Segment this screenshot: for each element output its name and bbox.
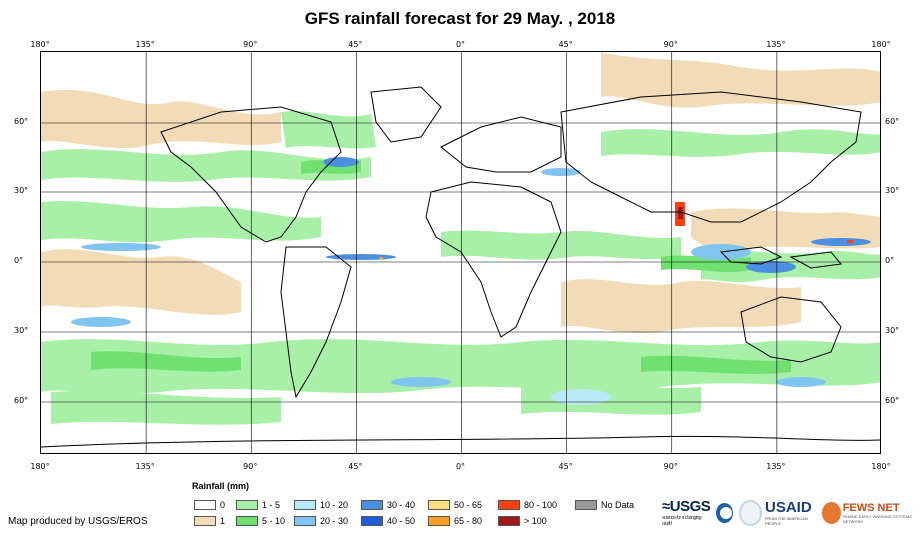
legend-label: 5 - 10: [262, 516, 286, 526]
legend-item: 10 - 20: [294, 500, 348, 510]
lat-tick-label: 30°: [885, 326, 900, 335]
lat-tick-label: 60°: [14, 117, 29, 126]
legend-label: 65 - 80: [454, 516, 483, 526]
legend-label: 1 - 5: [262, 500, 281, 510]
lon-tick-label: 135°: [766, 462, 786, 471]
legend-item: 20 - 30: [294, 516, 348, 526]
lon-tick-label: 135°: [135, 462, 155, 471]
rainfall-map[interactable]: [40, 51, 881, 454]
credit-text: Map produced by USGS/EROS: [8, 516, 148, 527]
legend-swatch: [194, 516, 216, 526]
lon-tick-label: 45°: [348, 40, 363, 49]
legend-swatch: [575, 500, 597, 510]
legend-swatch: [294, 500, 316, 510]
lon-tick-label: 0°: [455, 40, 466, 49]
map-title: GFS rainfall forecast for 29 May. , 2018: [304, 9, 616, 28]
legend-label: > 100: [524, 516, 547, 526]
lat-tick-label: 0°: [14, 256, 24, 265]
legend-label: 40 - 50: [387, 516, 416, 526]
legend-item: 40 - 50: [361, 516, 415, 526]
legend-item: 0: [194, 500, 225, 510]
fews-net-logo: FEWS NET FAMINE EARLY WARNING SYSTEMS NE…: [842, 501, 912, 524]
legend-label: 0: [220, 500, 226, 510]
legend-item: No Data: [575, 500, 634, 510]
noaa-icon: [716, 502, 734, 523]
legend-label: 30 - 40: [387, 500, 416, 510]
legend-item: 50 - 65: [428, 500, 482, 510]
legend-swatch: [428, 516, 450, 526]
legend-swatch: [236, 516, 258, 526]
lon-tick-label: 45°: [348, 462, 363, 471]
lon-tick-label: 180°: [871, 462, 891, 471]
legend-title: Rainfall (mm): [192, 481, 250, 491]
legend-item: 65 - 80: [428, 516, 482, 526]
legend-swatch: [294, 516, 316, 526]
lon-tick-label: 135°: [766, 40, 786, 49]
legend-label: 10 - 20: [320, 500, 349, 510]
legend-label: 20 - 30: [320, 516, 349, 526]
legend-label: No Data: [601, 500, 635, 510]
legend-swatch: [361, 500, 383, 510]
legend-label: 80 - 100: [524, 500, 558, 510]
legend-label: 50 - 65: [454, 500, 483, 510]
lat-tick-label: 0°: [885, 256, 895, 265]
legend-swatch: [194, 500, 216, 510]
lon-tick-label: 90°: [243, 462, 258, 471]
lon-tick-label: 45°: [558, 40, 573, 49]
lat-tick-label: 30°: [14, 186, 29, 195]
lat-tick-label: 60°: [885, 117, 900, 126]
fews-globe-icon: [821, 501, 841, 524]
legend-swatch: [236, 500, 258, 510]
graticule: [41, 52, 880, 453]
map-canvas: [41, 52, 880, 453]
legend-item: 1: [194, 516, 225, 526]
legend-swatch: [428, 500, 450, 510]
legend-item: > 100: [498, 516, 547, 526]
legend-item: 80 - 100: [498, 500, 557, 510]
legend-item: 5 - 10: [236, 516, 285, 526]
lat-tick-label: 30°: [14, 326, 29, 335]
lon-tick-label: 180°: [30, 462, 50, 471]
lat-tick-label: 30°: [885, 186, 900, 195]
legend-swatch: [498, 516, 520, 526]
usgs-logo: ≈USGS science for a changing world: [662, 498, 711, 527]
lat-tick-label: 60°: [14, 396, 29, 405]
lon-tick-label: 135°: [135, 40, 155, 49]
legend-item: 1 - 5: [236, 500, 280, 510]
usaid-logo: USAID FROM THE AMERICAN PEOPLE: [764, 499, 812, 526]
lon-tick-label: 90°: [243, 40, 258, 49]
lon-tick-label: 180°: [871, 40, 891, 49]
partner-logos: ≈USGS science for a changing world USAID…: [662, 498, 920, 527]
lon-tick-label: 180°: [30, 40, 50, 49]
rainfall-layer: [41, 52, 880, 425]
lon-tick-label: 45°: [558, 462, 573, 471]
lat-tick-label: 60°: [885, 396, 900, 405]
usaid-seal-icon: [739, 499, 762, 526]
lon-tick-label: 90°: [663, 462, 678, 471]
legend-swatch: [361, 516, 383, 526]
legend-swatch: [498, 500, 520, 510]
lon-tick-label: 0°: [455, 462, 466, 471]
lon-tick-label: 90°: [663, 40, 678, 49]
coastlines: [41, 86, 880, 448]
legend-label: 1: [220, 516, 226, 526]
legend-item: 30 - 40: [361, 500, 415, 510]
